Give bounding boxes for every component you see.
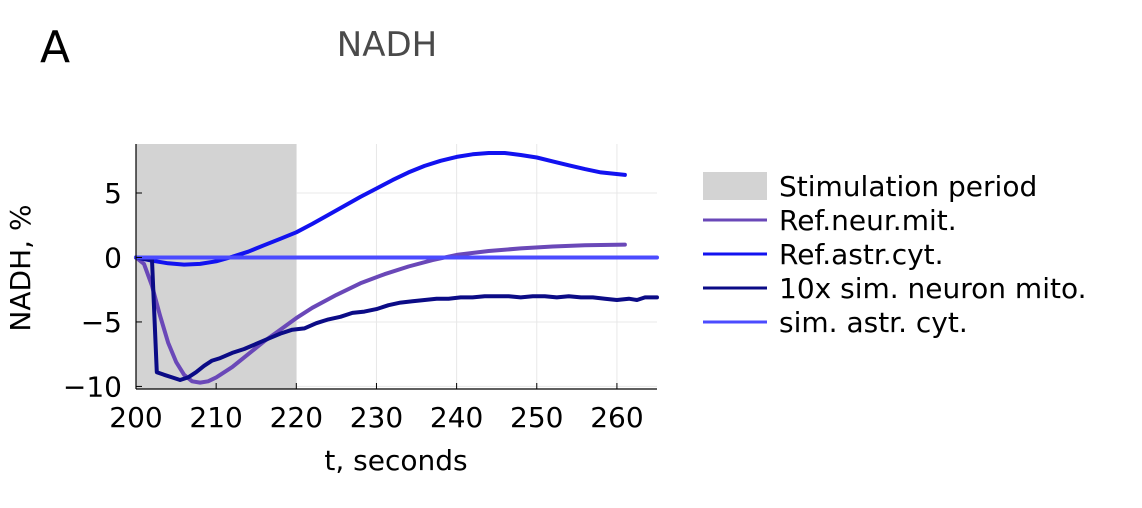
x-tick-label: 260 [590, 401, 643, 434]
series-line-ref-astr-cyt [134, 151, 627, 267]
series-line-10x-sim-neuron-mito [134, 255, 659, 382]
chart-title: NADH [337, 25, 437, 65]
x-axis-label: t, seconds [324, 444, 467, 477]
legend: Stimulation periodRef.neur.mit.Ref.astr.… [703, 170, 1087, 339]
x-tick-label: 200 [109, 401, 162, 434]
y-tick-label: 0 [104, 241, 122, 274]
legend-label-10x-sim-neuron-mito: 10x sim. neuron mito. [779, 272, 1087, 305]
y-tick-label: −5 [81, 306, 122, 339]
x-tick-label: 250 [510, 401, 563, 434]
y-axis-label: NADH, % [4, 204, 37, 331]
legend-label-stimulation-period: Stimulation period [779, 170, 1037, 203]
x-tick-label: 230 [350, 401, 403, 434]
y-tick-label: −10 [63, 370, 122, 403]
legend-swatch-stimulation-period [703, 172, 767, 200]
y-tick-label: 5 [104, 177, 122, 210]
panel-label: A [40, 22, 70, 73]
x-tick-label: 210 [189, 401, 242, 434]
legend-label-ref-neur-mit: Ref.neur.mit. [779, 204, 957, 237]
plot-area: 200 210 220 230 240 250 260 5 0 −5 −10 [63, 144, 659, 434]
legend-label-sim-astr-cyt: sim. astr. cyt. [779, 306, 968, 339]
legend-label-ref-astr-cyt: Ref.astr.cyt. [779, 238, 944, 271]
stimulation-period-region [136, 144, 297, 389]
x-tick-label: 220 [270, 401, 323, 434]
x-tick-label: 240 [430, 401, 483, 434]
